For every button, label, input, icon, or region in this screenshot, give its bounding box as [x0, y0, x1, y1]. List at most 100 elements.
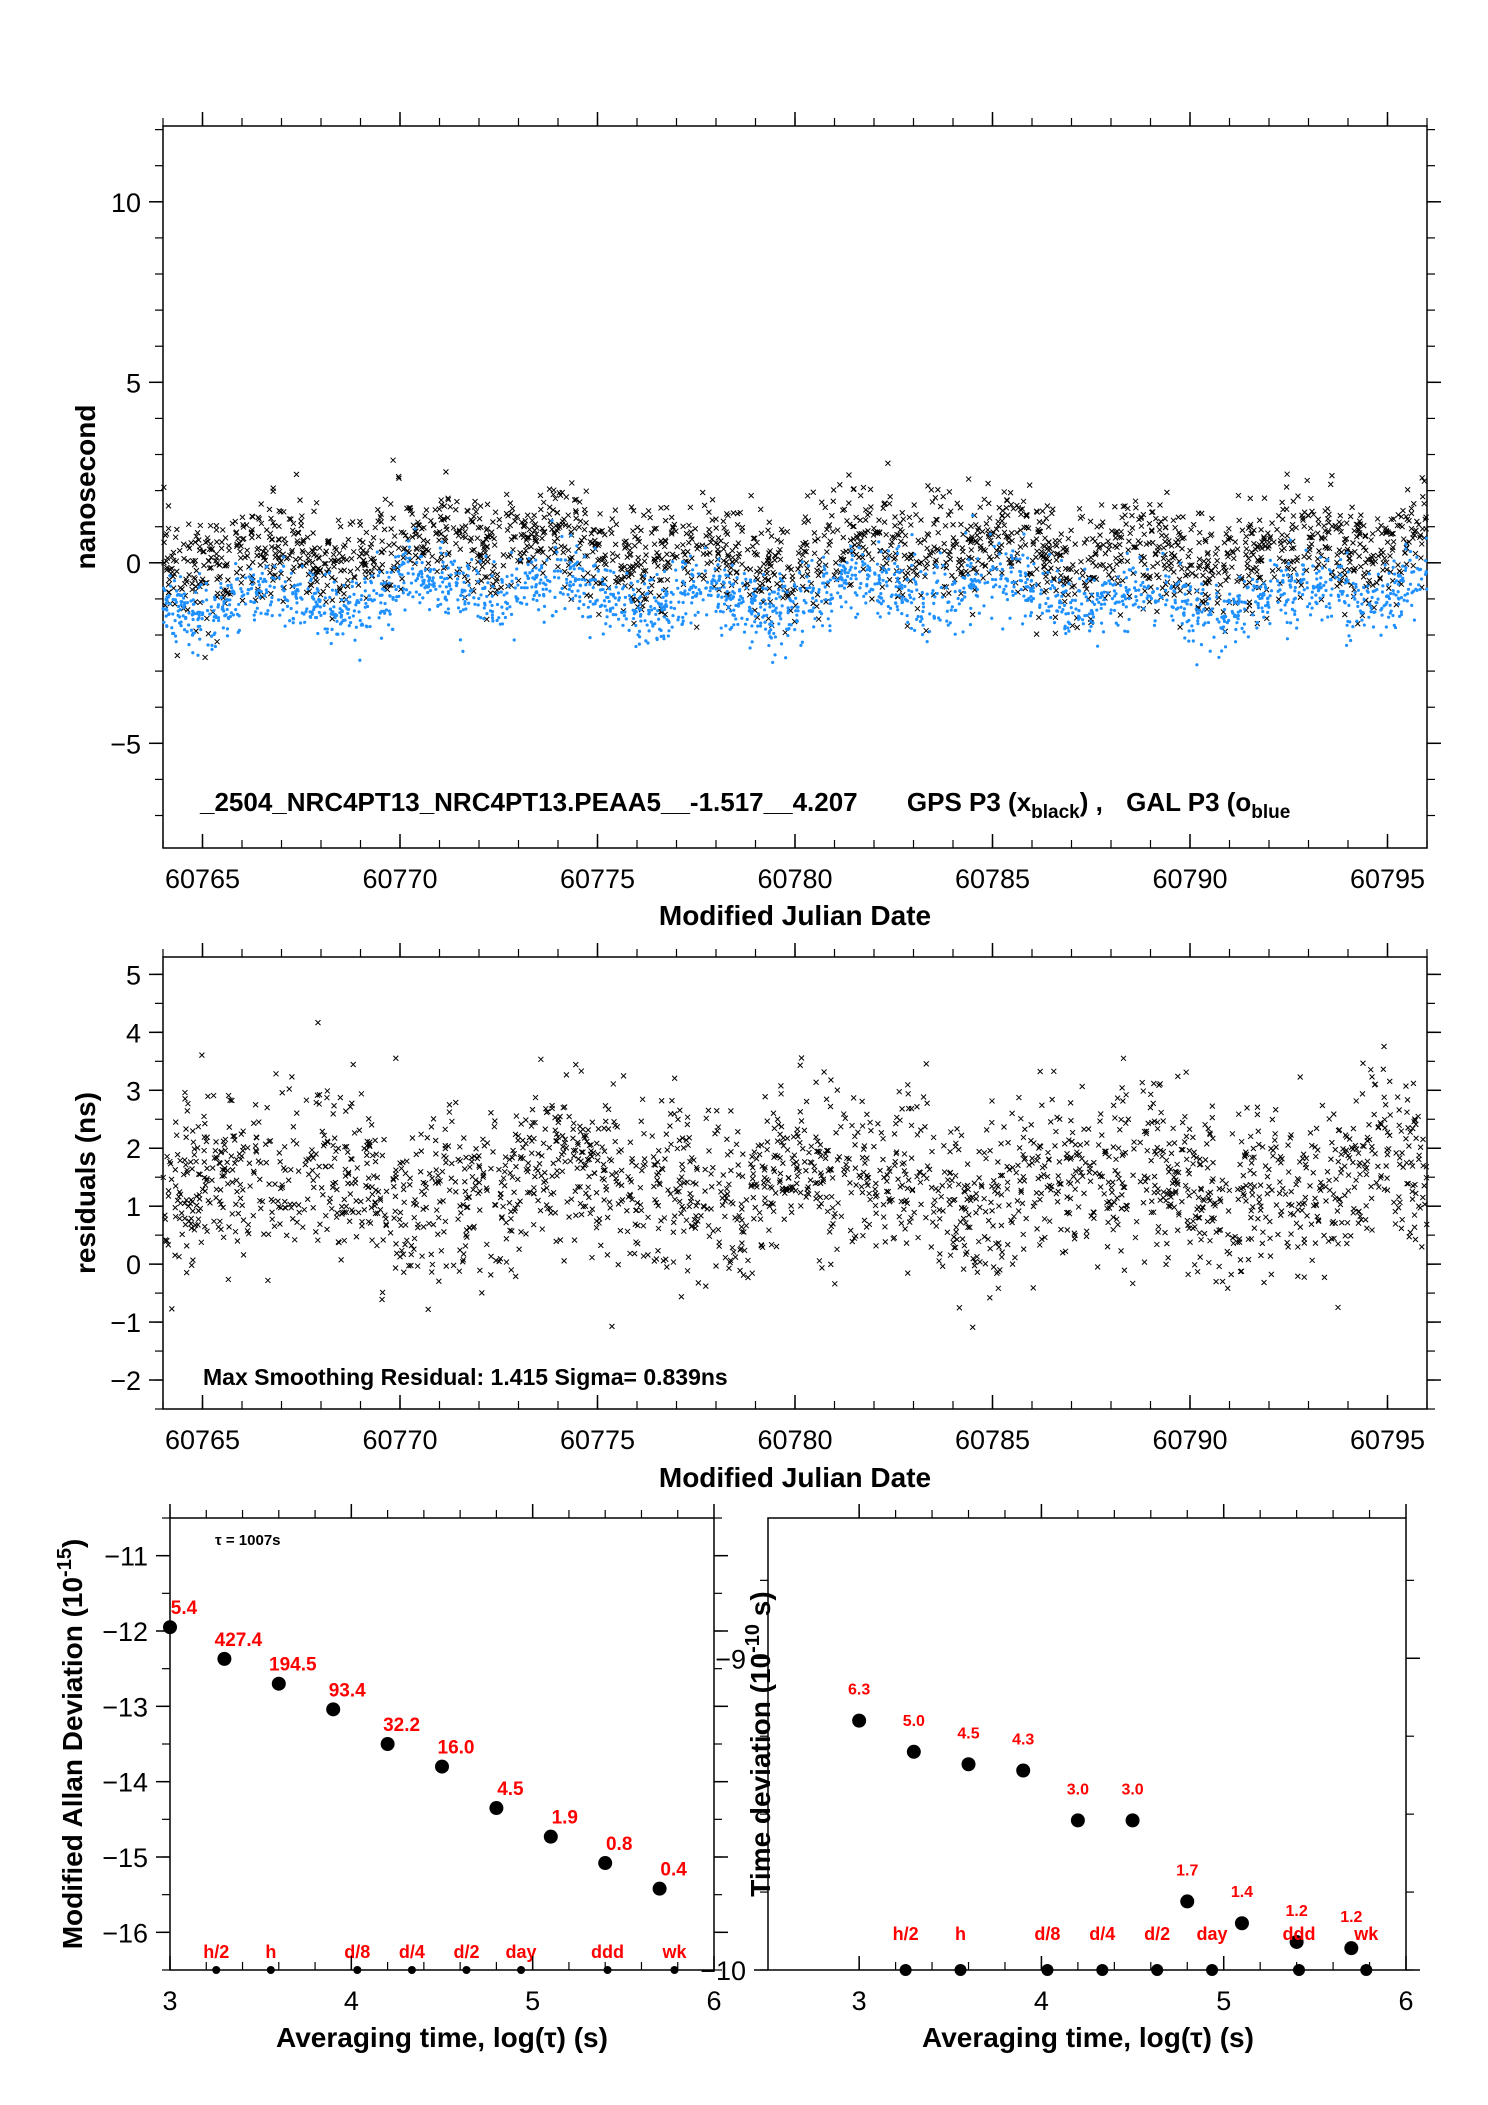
gps-point — [942, 522, 949, 529]
residual-point — [995, 1285, 1002, 1292]
gal-point — [418, 555, 422, 559]
gps-point — [1357, 563, 1364, 570]
gal-point — [1126, 629, 1130, 634]
gal-point — [473, 602, 477, 606]
gal-point — [1095, 644, 1100, 648]
gps-point — [1200, 572, 1206, 579]
gps-point — [1381, 555, 1388, 562]
gal-point — [957, 602, 961, 606]
gal-point — [1019, 587, 1023, 592]
gal-point — [500, 577, 504, 582]
gal-point — [205, 598, 209, 602]
gal-point — [879, 596, 883, 600]
residual-point — [1209, 1114, 1216, 1121]
gps-point — [572, 508, 579, 514]
gps-point — [379, 561, 386, 568]
gps-point — [1338, 528, 1344, 535]
gal-point — [629, 597, 633, 601]
gps-point — [316, 545, 323, 551]
gal-point — [649, 604, 653, 609]
gal-point — [976, 557, 980, 561]
gal-point — [538, 581, 542, 585]
gps-point — [1368, 537, 1374, 543]
gps-point — [1152, 551, 1159, 558]
gps-point — [1177, 531, 1183, 538]
gps-point — [1300, 517, 1306, 523]
gal-point — [754, 594, 758, 598]
gal-point — [1238, 609, 1243, 613]
gps-point — [1349, 504, 1355, 511]
gal-point — [1063, 627, 1067, 631]
residual-point — [768, 1185, 775, 1191]
residual-point — [728, 1167, 734, 1174]
gal-point — [744, 577, 748, 581]
gal-point — [1117, 600, 1121, 604]
gal-point — [1318, 596, 1322, 601]
gal-point — [1038, 605, 1042, 609]
gal-point — [718, 586, 722, 591]
gal-point — [1337, 577, 1341, 582]
gps-point — [624, 554, 631, 560]
gps-point — [214, 590, 221, 597]
gps-point — [613, 521, 620, 528]
gal-point — [561, 592, 565, 596]
gps-point — [662, 517, 669, 524]
gal-point — [762, 614, 766, 618]
gal-point — [191, 598, 195, 602]
gal-point — [887, 567, 891, 572]
gps-point — [635, 535, 642, 542]
gal-point — [376, 574, 380, 578]
gal-point — [446, 611, 451, 615]
gal-point — [173, 598, 178, 602]
gal-point — [988, 532, 993, 536]
gal-point — [439, 551, 443, 555]
residual-point — [1198, 1236, 1204, 1243]
gal-point — [838, 594, 842, 599]
residual-point — [314, 1172, 321, 1179]
gal-point — [974, 593, 978, 598]
gal-point — [1086, 598, 1090, 602]
gps-point — [1341, 611, 1348, 618]
residual-point — [794, 1173, 801, 1180]
gal-point — [396, 569, 400, 574]
gal-point — [1127, 597, 1131, 601]
residual-point — [202, 1120, 208, 1127]
gps-point — [993, 547, 1000, 554]
gal-point — [974, 572, 978, 576]
residual-point — [895, 1176, 901, 1183]
gal-point — [620, 610, 624, 615]
gal-point — [724, 624, 728, 628]
gal-point — [555, 557, 560, 562]
gps-point — [865, 551, 872, 557]
gal-point — [1305, 586, 1309, 590]
gps-point — [1004, 512, 1011, 519]
gps-point — [249, 559, 256, 566]
residual-point — [594, 1157, 601, 1164]
residual-point — [1012, 1254, 1018, 1261]
gps-point — [957, 504, 964, 511]
gal-point — [1289, 579, 1293, 583]
gal-point — [1279, 608, 1283, 612]
gal-point — [660, 588, 665, 592]
gal-point — [200, 617, 204, 621]
gal-point — [903, 584, 907, 588]
gal-point — [845, 561, 849, 565]
gal-point — [1201, 588, 1205, 592]
gal-point — [714, 587, 718, 591]
gal-point — [634, 623, 638, 628]
residual-point — [232, 1201, 239, 1208]
gal-point — [488, 600, 492, 604]
gal-point — [310, 595, 315, 599]
gps-point — [1369, 582, 1376, 588]
gal-point — [1031, 597, 1036, 601]
gps-point — [739, 561, 745, 568]
gal-point — [1234, 627, 1238, 632]
gal-point — [200, 613, 205, 617]
gps-point — [780, 529, 786, 536]
gal-point — [969, 561, 973, 566]
gps-point — [1003, 533, 1010, 540]
gal-point — [790, 605, 794, 609]
panel-time-series: 60765 60770 60775 60780 60785 60790 607951050−… — [70, 112, 1441, 931]
gal-point — [323, 596, 328, 600]
gps-point — [356, 537, 363, 544]
